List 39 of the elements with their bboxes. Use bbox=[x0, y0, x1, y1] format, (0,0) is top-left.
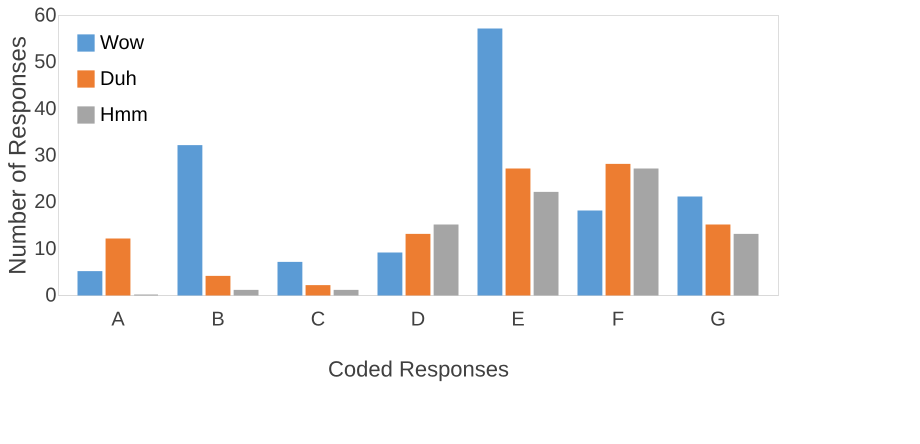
x-tick-label: D bbox=[410, 308, 426, 330]
x-tick-label: C bbox=[310, 308, 326, 330]
bar bbox=[306, 285, 330, 296]
bar bbox=[406, 234, 430, 296]
y-tick-label: 50 bbox=[34, 51, 56, 74]
x-tick-label: B bbox=[211, 308, 225, 330]
y-tick-label: 20 bbox=[34, 191, 56, 214]
bar bbox=[606, 164, 630, 296]
x-tick-label: E bbox=[511, 308, 525, 330]
y-tick-label: 30 bbox=[34, 144, 56, 166]
bar bbox=[78, 271, 102, 296]
bar bbox=[234, 290, 258, 296]
bar bbox=[334, 290, 358, 296]
bar bbox=[178, 145, 202, 296]
y-axis-title: Number of Responses bbox=[4, 36, 32, 275]
bar bbox=[278, 262, 302, 296]
y-tick-label: 10 bbox=[34, 238, 56, 260]
x-tick-label: A bbox=[111, 308, 126, 330]
legend-label: Hmm bbox=[100, 104, 148, 126]
y-tick-label: 60 bbox=[34, 4, 56, 26]
x-tick-label: G bbox=[710, 308, 726, 330]
x-tick-label: F bbox=[612, 308, 624, 330]
bar bbox=[478, 28, 502, 296]
bar bbox=[534, 192, 558, 296]
bar bbox=[206, 276, 230, 296]
bar bbox=[106, 238, 130, 296]
bar bbox=[506, 168, 530, 296]
y-tick-label: 0 bbox=[45, 284, 56, 306]
y-tick-label: 40 bbox=[34, 98, 56, 120]
bar bbox=[634, 168, 658, 296]
bar bbox=[434, 224, 458, 296]
bar bbox=[734, 234, 758, 296]
legend-label: Wow bbox=[100, 32, 145, 54]
bar bbox=[678, 196, 702, 296]
bar bbox=[578, 210, 602, 296]
bar bbox=[706, 224, 730, 296]
legend-label: Duh bbox=[100, 68, 137, 90]
bar bbox=[378, 252, 402, 296]
x-axis-title: Coded Responses bbox=[328, 356, 510, 382]
